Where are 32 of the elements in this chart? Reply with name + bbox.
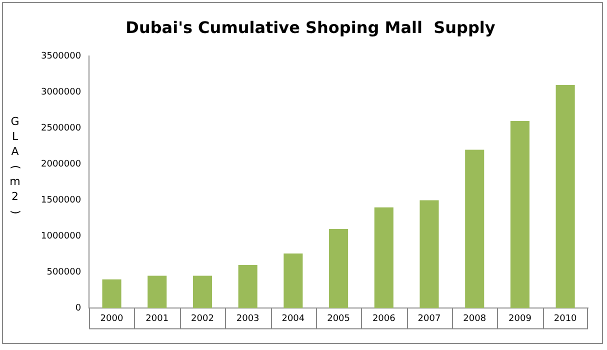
- y-tick-label: 2500000: [40, 124, 82, 134]
- x-tick-label: 2005: [327, 314, 350, 324]
- chart-title: Dubai's Cumulative Shoping Mall Supply: [126, 18, 496, 37]
- bar: [420, 200, 439, 308]
- bar: [465, 150, 484, 308]
- x-tick-label: 2003: [236, 314, 260, 324]
- x-tick-label: 2006: [372, 314, 396, 324]
- y-tick-label: 2000000: [40, 160, 82, 170]
- x-tick-label: 2007: [418, 314, 441, 324]
- y-tick-label: 3000000: [40, 88, 82, 98]
- x-tick-label: 2004: [282, 314, 305, 324]
- x-tick-label: 2010: [554, 314, 578, 324]
- y-axis-title: GLA (m2): [9, 115, 22, 214]
- bar: [556, 85, 575, 308]
- bar: [102, 279, 122, 308]
- bar: [374, 207, 394, 308]
- bar: [192, 276, 212, 308]
- y-tick-label: 0: [75, 304, 82, 314]
- x-tick-label: 2001: [146, 314, 169, 324]
- y-tick-label: 1500000: [40, 196, 82, 206]
- bar: [238, 265, 258, 308]
- y-tick-label: 500000: [46, 268, 82, 278]
- bar: [510, 121, 530, 308]
- x-tick-label: 2008: [463, 314, 486, 324]
- bar: [148, 276, 167, 308]
- x-tick-label: 2000: [100, 314, 124, 324]
- x-tick-label: 2009: [508, 314, 532, 324]
- y-tick-label: 3500000: [40, 52, 82, 62]
- x-tick-label: 2002: [191, 314, 214, 324]
- bar: [284, 253, 303, 308]
- bar: [329, 229, 348, 308]
- y-tick-label: 1000000: [40, 232, 82, 242]
